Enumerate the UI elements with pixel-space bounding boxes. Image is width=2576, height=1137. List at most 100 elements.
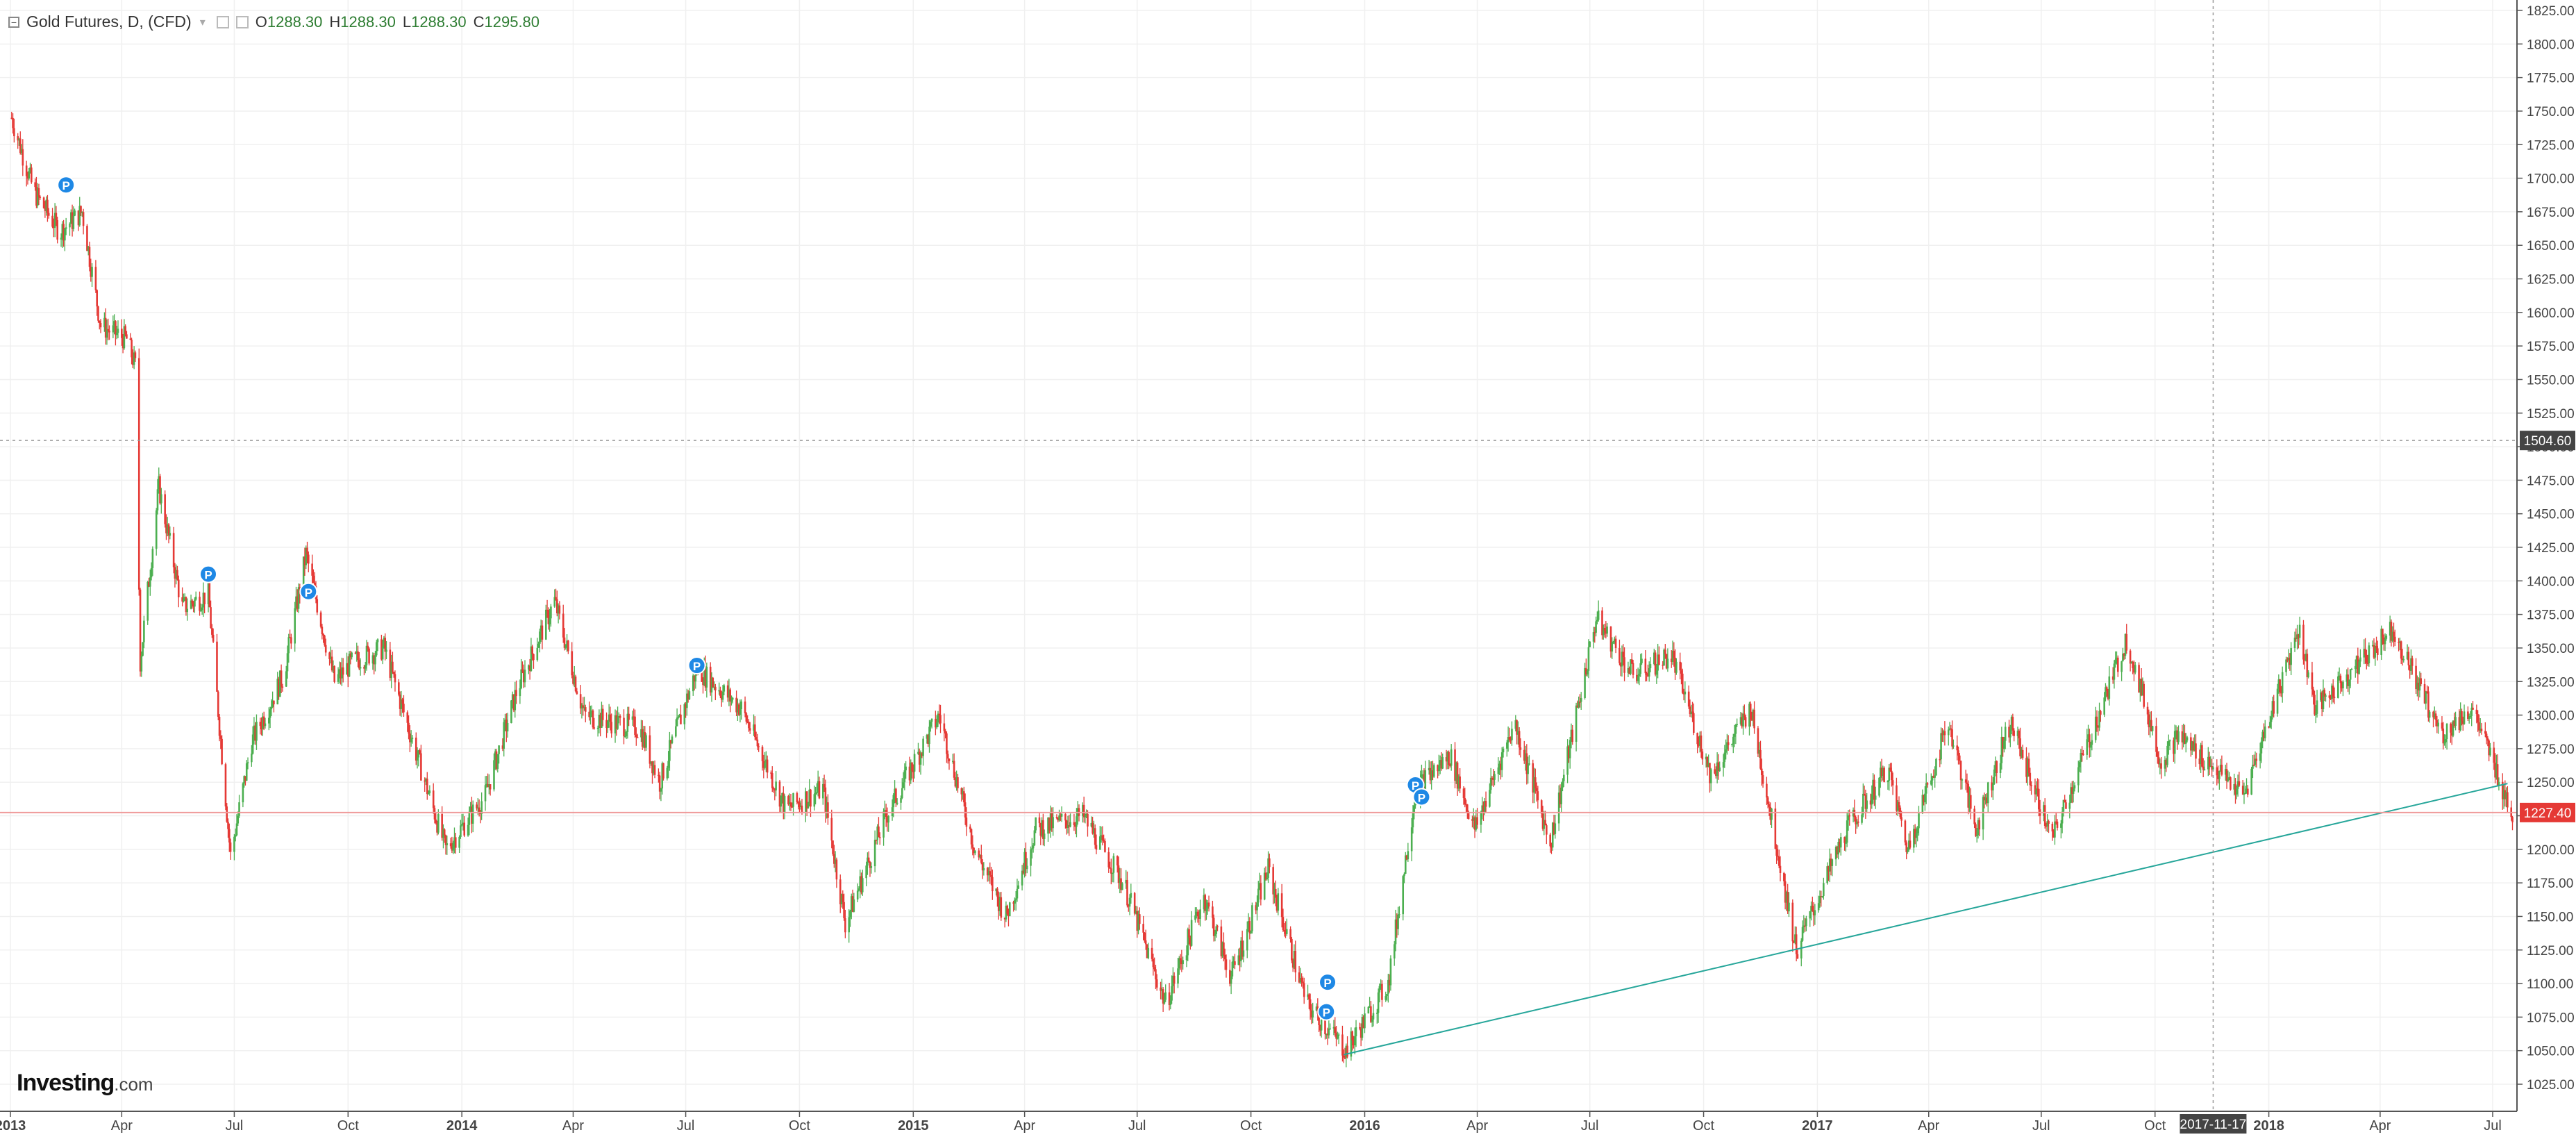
candle-body bbox=[2469, 715, 2472, 717]
candle-body bbox=[2234, 783, 2236, 795]
candle-body bbox=[99, 323, 102, 328]
settings-icon[interactable] bbox=[216, 15, 229, 28]
candle-body bbox=[91, 267, 93, 277]
candle-body bbox=[1809, 911, 1812, 919]
candle-body bbox=[1550, 846, 1553, 848]
candle-body bbox=[1793, 941, 1795, 943]
candle-body bbox=[1289, 929, 1291, 939]
candle-body bbox=[541, 625, 544, 640]
candle-body bbox=[917, 752, 919, 754]
candle-body bbox=[2320, 692, 2322, 701]
candle-body bbox=[810, 789, 812, 807]
symbol-title[interactable]: Gold Futures, D, (CFD) bbox=[26, 13, 192, 31]
candle-body bbox=[1214, 933, 1216, 936]
candle-body bbox=[688, 691, 691, 699]
candle-body bbox=[2156, 752, 2159, 757]
candle-body bbox=[1914, 829, 1916, 838]
candle-body bbox=[1646, 673, 1648, 675]
candle-body bbox=[1803, 925, 1805, 927]
candle-body bbox=[1196, 911, 1199, 917]
candle-body bbox=[504, 720, 506, 722]
x-tick-label: Oct bbox=[2144, 1118, 2166, 1134]
candle-body bbox=[633, 716, 635, 718]
candle-body bbox=[296, 596, 299, 609]
collapse-icon[interactable]: − bbox=[8, 16, 19, 28]
candle-body bbox=[2010, 717, 2013, 730]
candle-body bbox=[685, 704, 687, 708]
candle-body bbox=[1891, 770, 1893, 781]
candle-body bbox=[151, 549, 154, 568]
candle-body bbox=[270, 706, 273, 710]
candle-body bbox=[1494, 774, 1496, 780]
candle-body bbox=[1500, 763, 1502, 770]
candle-body bbox=[729, 689, 731, 702]
candle-body bbox=[1130, 893, 1132, 898]
candle-body bbox=[1230, 976, 1232, 984]
candle-body bbox=[1768, 804, 1771, 807]
candle-body bbox=[1663, 649, 1665, 666]
candle-body bbox=[2045, 825, 2048, 827]
candle-body bbox=[1534, 777, 1537, 788]
candle-body bbox=[1758, 749, 1761, 754]
candle-body bbox=[1725, 749, 1727, 753]
y-tick-label: 1375.00 bbox=[2527, 608, 2575, 623]
candle-body bbox=[1874, 795, 1877, 800]
y-tick-label: 1150.00 bbox=[2527, 910, 2573, 924]
candle-body bbox=[891, 807, 894, 817]
candle-body bbox=[97, 306, 99, 321]
candle-body bbox=[1926, 783, 1929, 785]
candle-body bbox=[1909, 840, 1912, 848]
candle-body bbox=[2036, 788, 2039, 790]
candle-body bbox=[2043, 805, 2045, 816]
candle-body bbox=[1594, 632, 1596, 633]
candle-body bbox=[1931, 776, 1934, 781]
candle-body bbox=[2130, 661, 2133, 664]
candle-body bbox=[2190, 737, 2192, 751]
candle-body bbox=[2219, 765, 2222, 771]
candle-body bbox=[1337, 1034, 1340, 1036]
candle-body bbox=[1074, 824, 1076, 827]
candle-body bbox=[1584, 667, 1586, 699]
hide-icon[interactable] bbox=[235, 15, 249, 28]
candle-body bbox=[1093, 828, 1095, 834]
candle-body bbox=[200, 610, 202, 611]
candle-body bbox=[2463, 711, 2466, 724]
candle-body bbox=[2175, 730, 2177, 732]
candle-body bbox=[2116, 657, 2119, 672]
candle-body bbox=[441, 814, 443, 838]
candle-body bbox=[1905, 842, 1907, 852]
candle-body bbox=[1918, 813, 1920, 829]
candle-body bbox=[1121, 883, 1123, 890]
candle-body bbox=[415, 738, 417, 761]
candle-body bbox=[1818, 896, 1821, 904]
candle-body bbox=[1355, 1027, 1357, 1036]
candle-body bbox=[86, 226, 88, 251]
candle-body bbox=[1597, 611, 1600, 620]
candle-body bbox=[1596, 620, 1598, 622]
candle-body bbox=[805, 791, 807, 813]
candle-body bbox=[1636, 674, 1638, 681]
candle-body bbox=[860, 876, 862, 893]
candle-body bbox=[530, 646, 533, 672]
candle-body bbox=[1748, 704, 1750, 727]
candle-body bbox=[573, 677, 576, 684]
candle-body bbox=[1125, 879, 1128, 883]
candle-body bbox=[1698, 735, 1701, 746]
candle-body bbox=[1518, 731, 1521, 748]
candle-body bbox=[267, 717, 270, 724]
candle-body bbox=[346, 663, 348, 675]
candle-body bbox=[1377, 992, 1380, 1013]
candle-body bbox=[1216, 926, 1219, 928]
candle-body bbox=[319, 612, 322, 627]
candle-body bbox=[2357, 656, 2359, 674]
candle-body bbox=[816, 792, 818, 793]
chevron-down-icon[interactable]: ▾ bbox=[199, 16, 206, 28]
candle-body bbox=[2235, 788, 2238, 795]
candle-body bbox=[1126, 879, 1128, 906]
candle-body bbox=[2375, 645, 2377, 649]
candle-body bbox=[827, 802, 829, 818]
candle-body bbox=[1757, 728, 1759, 754]
candle-body bbox=[1449, 765, 1451, 766]
candle-body bbox=[791, 806, 794, 808]
candle-body bbox=[2201, 745, 2203, 767]
